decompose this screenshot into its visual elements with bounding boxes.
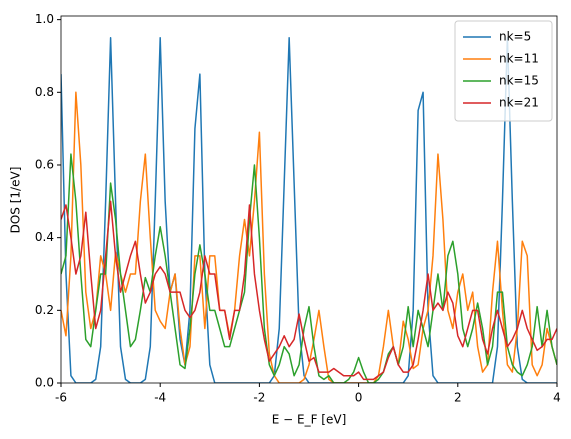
y-tick-label: 0.0 [35,376,54,390]
plot-frame [60,15,558,384]
legend-box [454,20,553,122]
data-line [61,153,557,383]
legend-label: nk=21 [499,96,539,110]
y-tick-label: 0.6 [35,157,54,171]
data-line [61,37,557,383]
x-axis-label: E − E_F [eV] [272,413,347,427]
legend-label: nk=5 [499,30,531,44]
data-line [61,200,557,381]
x-tick-label: -6 [55,391,67,405]
x-tick-label: 2 [454,391,462,405]
y-tick-label: 1.0 [35,12,54,26]
y-tick-label: 0.2 [35,303,54,317]
x-tick-label: 0 [355,391,363,405]
legend-label: nk=15 [499,74,539,88]
x-tick-label: 4 [553,391,561,405]
y-tick-label: 0.8 [35,85,54,99]
x-tick-label: -4 [154,391,166,405]
y-tick-label: 0.4 [35,230,54,244]
x-tick-label: -2 [253,391,265,405]
y-axis-label: DOS [1/eV] [9,167,23,234]
legend-label: nk=11 [499,52,539,66]
